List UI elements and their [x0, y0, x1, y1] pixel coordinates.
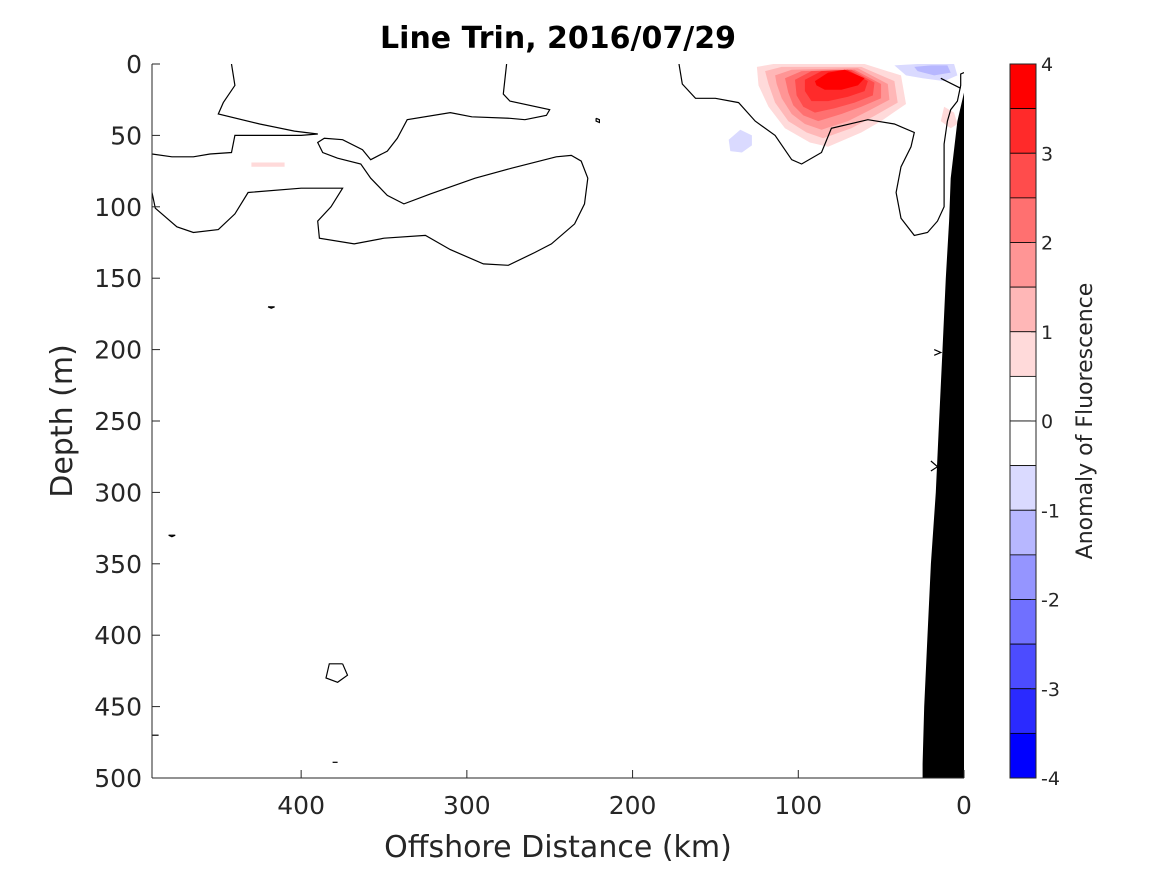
contour-zero-line — [168, 534, 176, 538]
colorbar-label: Anomaly of Fluorescence — [1073, 283, 1098, 560]
colorbar-segment — [1009, 554, 1037, 600]
y-tick-label: 350 — [94, 550, 142, 579]
colorbar-segment — [1009, 197, 1037, 243]
y-tick-label: 250 — [94, 407, 142, 436]
colorbar-segment — [1009, 242, 1037, 288]
contour-zero-line — [933, 349, 943, 356]
blue-surface-patch — [914, 65, 951, 76]
x-tick-label: 400 — [277, 791, 325, 820]
colorbar-tick-label: -1 — [1041, 500, 1060, 522]
x-tick-label: 300 — [443, 791, 491, 820]
contour-zero-line — [267, 306, 275, 309]
x-tick-label: 100 — [774, 791, 822, 820]
contour-zero-line — [595, 117, 601, 124]
colorbar-tick-label: -4 — [1041, 768, 1060, 790]
red-small-patch — [251, 162, 285, 167]
colorbar — [1009, 63, 1037, 779]
seafloor-mask — [922, 64, 964, 778]
y-tick-label: 300 — [94, 478, 142, 507]
contour-zero-line — [940, 77, 961, 89]
colorbar-segment — [1009, 420, 1037, 467]
colorbar-segment — [1009, 108, 1037, 154]
bathymetry-layer — [922, 64, 964, 778]
red-side-patch — [940, 106, 958, 129]
colorbar-tick-label: 2 — [1041, 233, 1053, 255]
colorbar-tick-label: -3 — [1041, 679, 1060, 701]
colorbar-tick-label: 0 — [1041, 411, 1053, 433]
colorbar-tick-label: 4 — [1041, 54, 1053, 76]
x-axis-label: Offshore Distance (km) — [384, 830, 732, 865]
colorbar-segment — [1009, 375, 1037, 422]
red-core-region — [814, 69, 865, 90]
y-tick-label: 200 — [94, 336, 142, 365]
contour-zero-line — [152, 133, 318, 158]
zero-contour-layer — [152, 64, 964, 763]
plot-area — [152, 64, 964, 778]
y-tick-label: 500 — [94, 764, 142, 793]
contour-zero-line — [217, 64, 318, 135]
colorbar-ticks: 4 3 2 1 0 -1 -2 -3 -4 — [1031, 54, 1060, 790]
colorbar-segment — [1009, 732, 1037, 779]
y-tick-label: 450 — [94, 693, 142, 722]
colorbar-tick-label: 1 — [1041, 322, 1053, 344]
contour-zero-line — [678, 64, 964, 237]
colorbar-segment — [1009, 599, 1037, 645]
colorbar-tick-label: 3 — [1041, 143, 1053, 165]
colorbar-segment — [1009, 688, 1037, 734]
contour-zero-line — [325, 663, 349, 683]
x-tick-label: 200 — [609, 791, 657, 820]
colorbar-tick-label: -2 — [1041, 590, 1060, 612]
y-tick-label: 100 — [94, 193, 142, 222]
contour-zero-line — [152, 64, 589, 266]
colorbar-segment — [1009, 643, 1037, 690]
blue-patch — [728, 129, 752, 153]
y-tick-label: 50 — [110, 121, 142, 150]
y-tick-label: 0 — [126, 50, 142, 79]
colorbar-segment — [1009, 63, 1037, 110]
x-axis-ticks: 400 300 200 100 0 — [277, 770, 972, 820]
x-tick-label: 0 — [956, 791, 972, 820]
colorbar-segment — [1009, 509, 1037, 556]
colorbar-segment — [1009, 286, 1037, 333]
chart-title: Line Trin, 2016/07/29 — [380, 21, 736, 56]
y-axis-ticks: 0 50 100 150 200 250 300 350 400 450 500 — [94, 50, 160, 793]
y-tick-label: 150 — [94, 264, 142, 293]
y-axis-label: Depth (m) — [45, 344, 80, 498]
colorbar-segment — [1009, 331, 1037, 377]
y-tick-label: 400 — [94, 621, 142, 650]
colorbar-segment — [1009, 152, 1037, 199]
colorbar-segment — [1009, 465, 1037, 511]
